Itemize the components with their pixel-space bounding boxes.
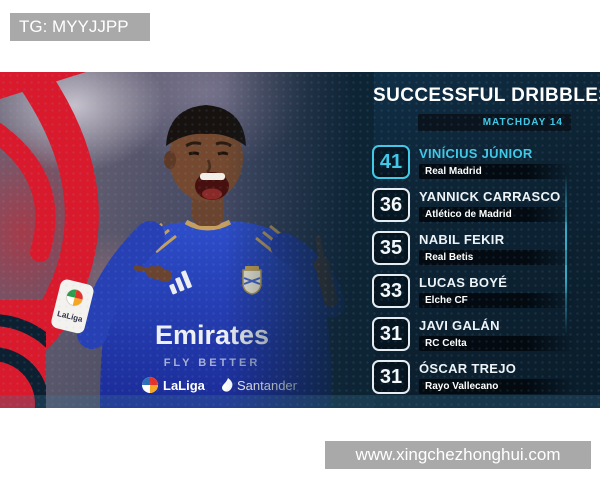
table-row: 35 NABIL FEKIR Real Betis bbox=[372, 231, 575, 267]
player-name: ÓSCAR TREJO bbox=[419, 361, 517, 376]
stats-graphic: LaLiga Emirates FLY BETTER bbox=[0, 72, 600, 408]
dribbles-count-box: 31 bbox=[372, 360, 410, 394]
player-club: RC Celta bbox=[419, 336, 575, 351]
dribbles-count: 31 bbox=[379, 365, 403, 388]
dribbles-count: 35 bbox=[379, 236, 403, 259]
row-text: NABIL FEKIR Real Betis bbox=[419, 231, 575, 265]
row-text: ÓSCAR TREJO Rayo Vallecano bbox=[419, 360, 575, 394]
telegram-watermark: TG: MYYJJPP bbox=[10, 13, 150, 41]
photo-fade-overlay bbox=[224, 72, 374, 408]
red-ribbon-decoration bbox=[0, 72, 99, 408]
table-row: 33 LUCAS BOYÉ Elche CF bbox=[372, 274, 575, 310]
dribbles-count-box: 31 bbox=[372, 317, 410, 351]
player-name: YANNICK CARRASCO bbox=[419, 189, 561, 204]
player-club: Rayo Vallecano bbox=[419, 379, 575, 394]
player-name: LUCAS BOYÉ bbox=[419, 275, 508, 290]
player-photo: LaLiga Emirates FLY BETTER bbox=[0, 72, 374, 408]
panel-title: SUCCESSFUL DRIBBLES bbox=[373, 85, 600, 106]
player-club: Real Betis bbox=[419, 250, 575, 265]
player-club: Real Madrid bbox=[419, 164, 575, 179]
row-text: JAVI GALÁN RC Celta bbox=[419, 317, 575, 351]
bottom-light-band bbox=[0, 395, 600, 408]
row-text: VINÍCIUS JÚNIOR Real Madrid bbox=[419, 145, 575, 179]
player-name: NABIL FEKIR bbox=[419, 232, 505, 247]
dribbles-count-box: 41 bbox=[372, 145, 410, 179]
website-watermark: www.xingchezhonghui.com bbox=[325, 441, 591, 469]
table-row: 31 ÓSCAR TREJO Rayo Vallecano bbox=[372, 360, 575, 396]
player-name: VINÍCIUS JÚNIOR bbox=[419, 146, 533, 161]
row-text: LUCAS BOYÉ Elche CF bbox=[419, 274, 575, 308]
dribbles-count: 33 bbox=[379, 279, 403, 302]
dribbles-list: 41 VINÍCIUS JÚNIOR Real Madrid 36 YANNIC… bbox=[372, 145, 575, 396]
dribbles-count: 36 bbox=[379, 193, 403, 216]
pointing-left-arm bbox=[77, 221, 172, 349]
dribbles-count-box: 36 bbox=[372, 188, 410, 222]
table-row: 31 JAVI GALÁN RC Celta bbox=[372, 317, 575, 353]
dribbles-count-box: 33 bbox=[372, 274, 410, 308]
player-name: JAVI GALÁN bbox=[419, 318, 500, 333]
table-row: 36 YANNICK CARRASCO Atlético de Madrid bbox=[372, 188, 575, 224]
player-club: Atlético de Madrid bbox=[419, 207, 575, 222]
laliga-sleeve-patch: LaLiga bbox=[51, 279, 94, 334]
dribbles-count-box: 35 bbox=[372, 231, 410, 265]
table-row: 41 VINÍCIUS JÚNIOR Real Madrid bbox=[372, 145, 575, 181]
footer-league-text: LaLiga bbox=[163, 378, 206, 393]
dribbles-count: 31 bbox=[379, 322, 403, 345]
row-text: YANNICK CARRASCO Atlético de Madrid bbox=[419, 188, 575, 222]
matchday-badge: MATCHDAY 14 bbox=[418, 114, 571, 131]
dribbles-count: 41 bbox=[379, 150, 403, 173]
adidas-logo-icon bbox=[169, 270, 192, 295]
player-club: Elche CF bbox=[419, 293, 575, 308]
